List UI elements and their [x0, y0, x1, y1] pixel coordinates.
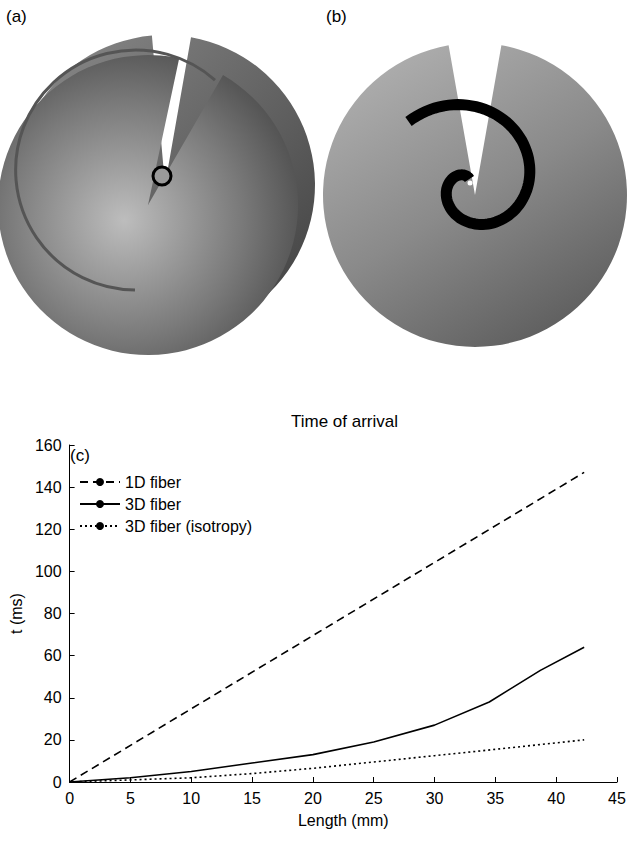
- svg-text:45: 45: [608, 790, 626, 807]
- svg-text:3D fiber (isotropy): 3D fiber (isotropy): [125, 518, 252, 535]
- svg-text:1D fiber: 1D fiber: [125, 474, 182, 491]
- svg-text:60: 60: [44, 647, 62, 664]
- svg-text:5: 5: [126, 790, 135, 807]
- svg-text:Length (mm): Length (mm): [298, 812, 389, 829]
- svg-text:40: 40: [44, 689, 62, 706]
- svg-text:120: 120: [35, 521, 62, 538]
- svg-text:100: 100: [35, 563, 62, 580]
- svg-text:160: 160: [35, 437, 62, 454]
- svg-text:(b): (b): [326, 7, 347, 26]
- svg-text:20: 20: [304, 790, 322, 807]
- svg-text:0: 0: [65, 790, 74, 807]
- svg-text:35: 35: [486, 790, 504, 807]
- svg-text:10: 10: [182, 790, 200, 807]
- svg-text:20: 20: [44, 731, 62, 748]
- svg-text:3D fiber: 3D fiber: [125, 496, 182, 513]
- svg-text:15: 15: [243, 790, 261, 807]
- svg-text:30: 30: [426, 790, 444, 807]
- svg-text:0: 0: [53, 774, 62, 791]
- svg-text:40: 40: [547, 790, 565, 807]
- svg-text:Time of arrival: Time of arrival: [291, 412, 398, 431]
- svg-text:t (ms): t (ms): [8, 593, 25, 634]
- svg-text:25: 25: [365, 790, 383, 807]
- svg-text:(a): (a): [6, 7, 27, 26]
- svg-text:(c): (c): [70, 446, 90, 465]
- svg-text:140: 140: [35, 479, 62, 496]
- svg-text:80: 80: [44, 605, 62, 622]
